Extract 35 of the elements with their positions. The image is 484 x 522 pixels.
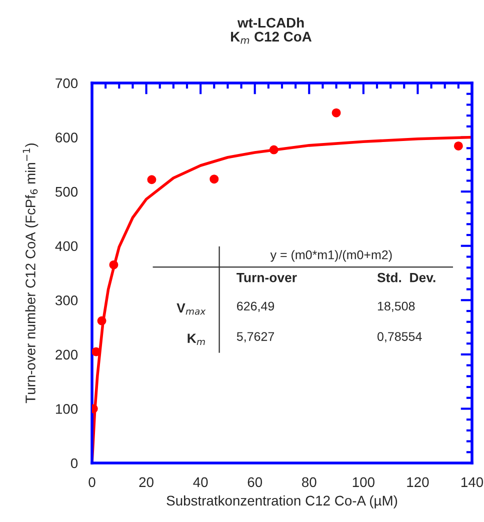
y-tick-label: 700	[56, 78, 78, 88]
point	[97, 316, 106, 326]
x-tick-label: 100	[352, 477, 374, 488]
y-tick-label: 300	[55, 295, 78, 306]
annotation: 0,78554	[377, 332, 422, 342]
annotation: V$_{max}$	[176, 303, 206, 315]
point	[210, 174, 219, 184]
x-tick-label: 40	[193, 477, 208, 488]
annotation: K$_{m}$	[188, 334, 205, 346]
point	[147, 175, 156, 184]
chart-title: wt-LCADh K$_{m}$ C12 CoA	[231, 17, 312, 44]
x-tick-label: 120	[407, 477, 429, 488]
x-tick-label: 0	[88, 477, 96, 488]
y-tick-label: 500	[55, 186, 78, 197]
y-tick-label: 100	[56, 404, 78, 414]
point	[269, 145, 278, 154]
x-tick-label: 20	[139, 477, 154, 488]
annotation: Turn-over	[236, 273, 297, 282]
x-tick-label: 80	[302, 477, 316, 488]
y-tick-label: 200	[56, 350, 78, 360]
x-tick-label: 60	[248, 477, 262, 488]
annotation: Std. Dev.	[377, 272, 436, 282]
y-tick-label: 0	[70, 458, 78, 468]
y-tick-label: 600	[56, 132, 78, 142]
x-axis-title: Substratkonzentration C12 Co-A (µM)	[166, 495, 398, 508]
point	[454, 141, 463, 150]
x-tick-label: 140	[461, 477, 484, 488]
point	[109, 260, 118, 270]
annotation: 5,7627	[236, 332, 274, 342]
y-tick-label: 400	[55, 241, 78, 252]
point	[332, 108, 341, 118]
y-axis-title: Turn-over number C12 CoA (FcPf$_{6}$ min$^{−1}$)	[22, 143, 38, 404]
annotation: 626,49	[237, 302, 274, 312]
annotation: y = (m0*m1)/(m0+m2)	[270, 250, 392, 262]
annotation: 18,508	[378, 302, 415, 312]
